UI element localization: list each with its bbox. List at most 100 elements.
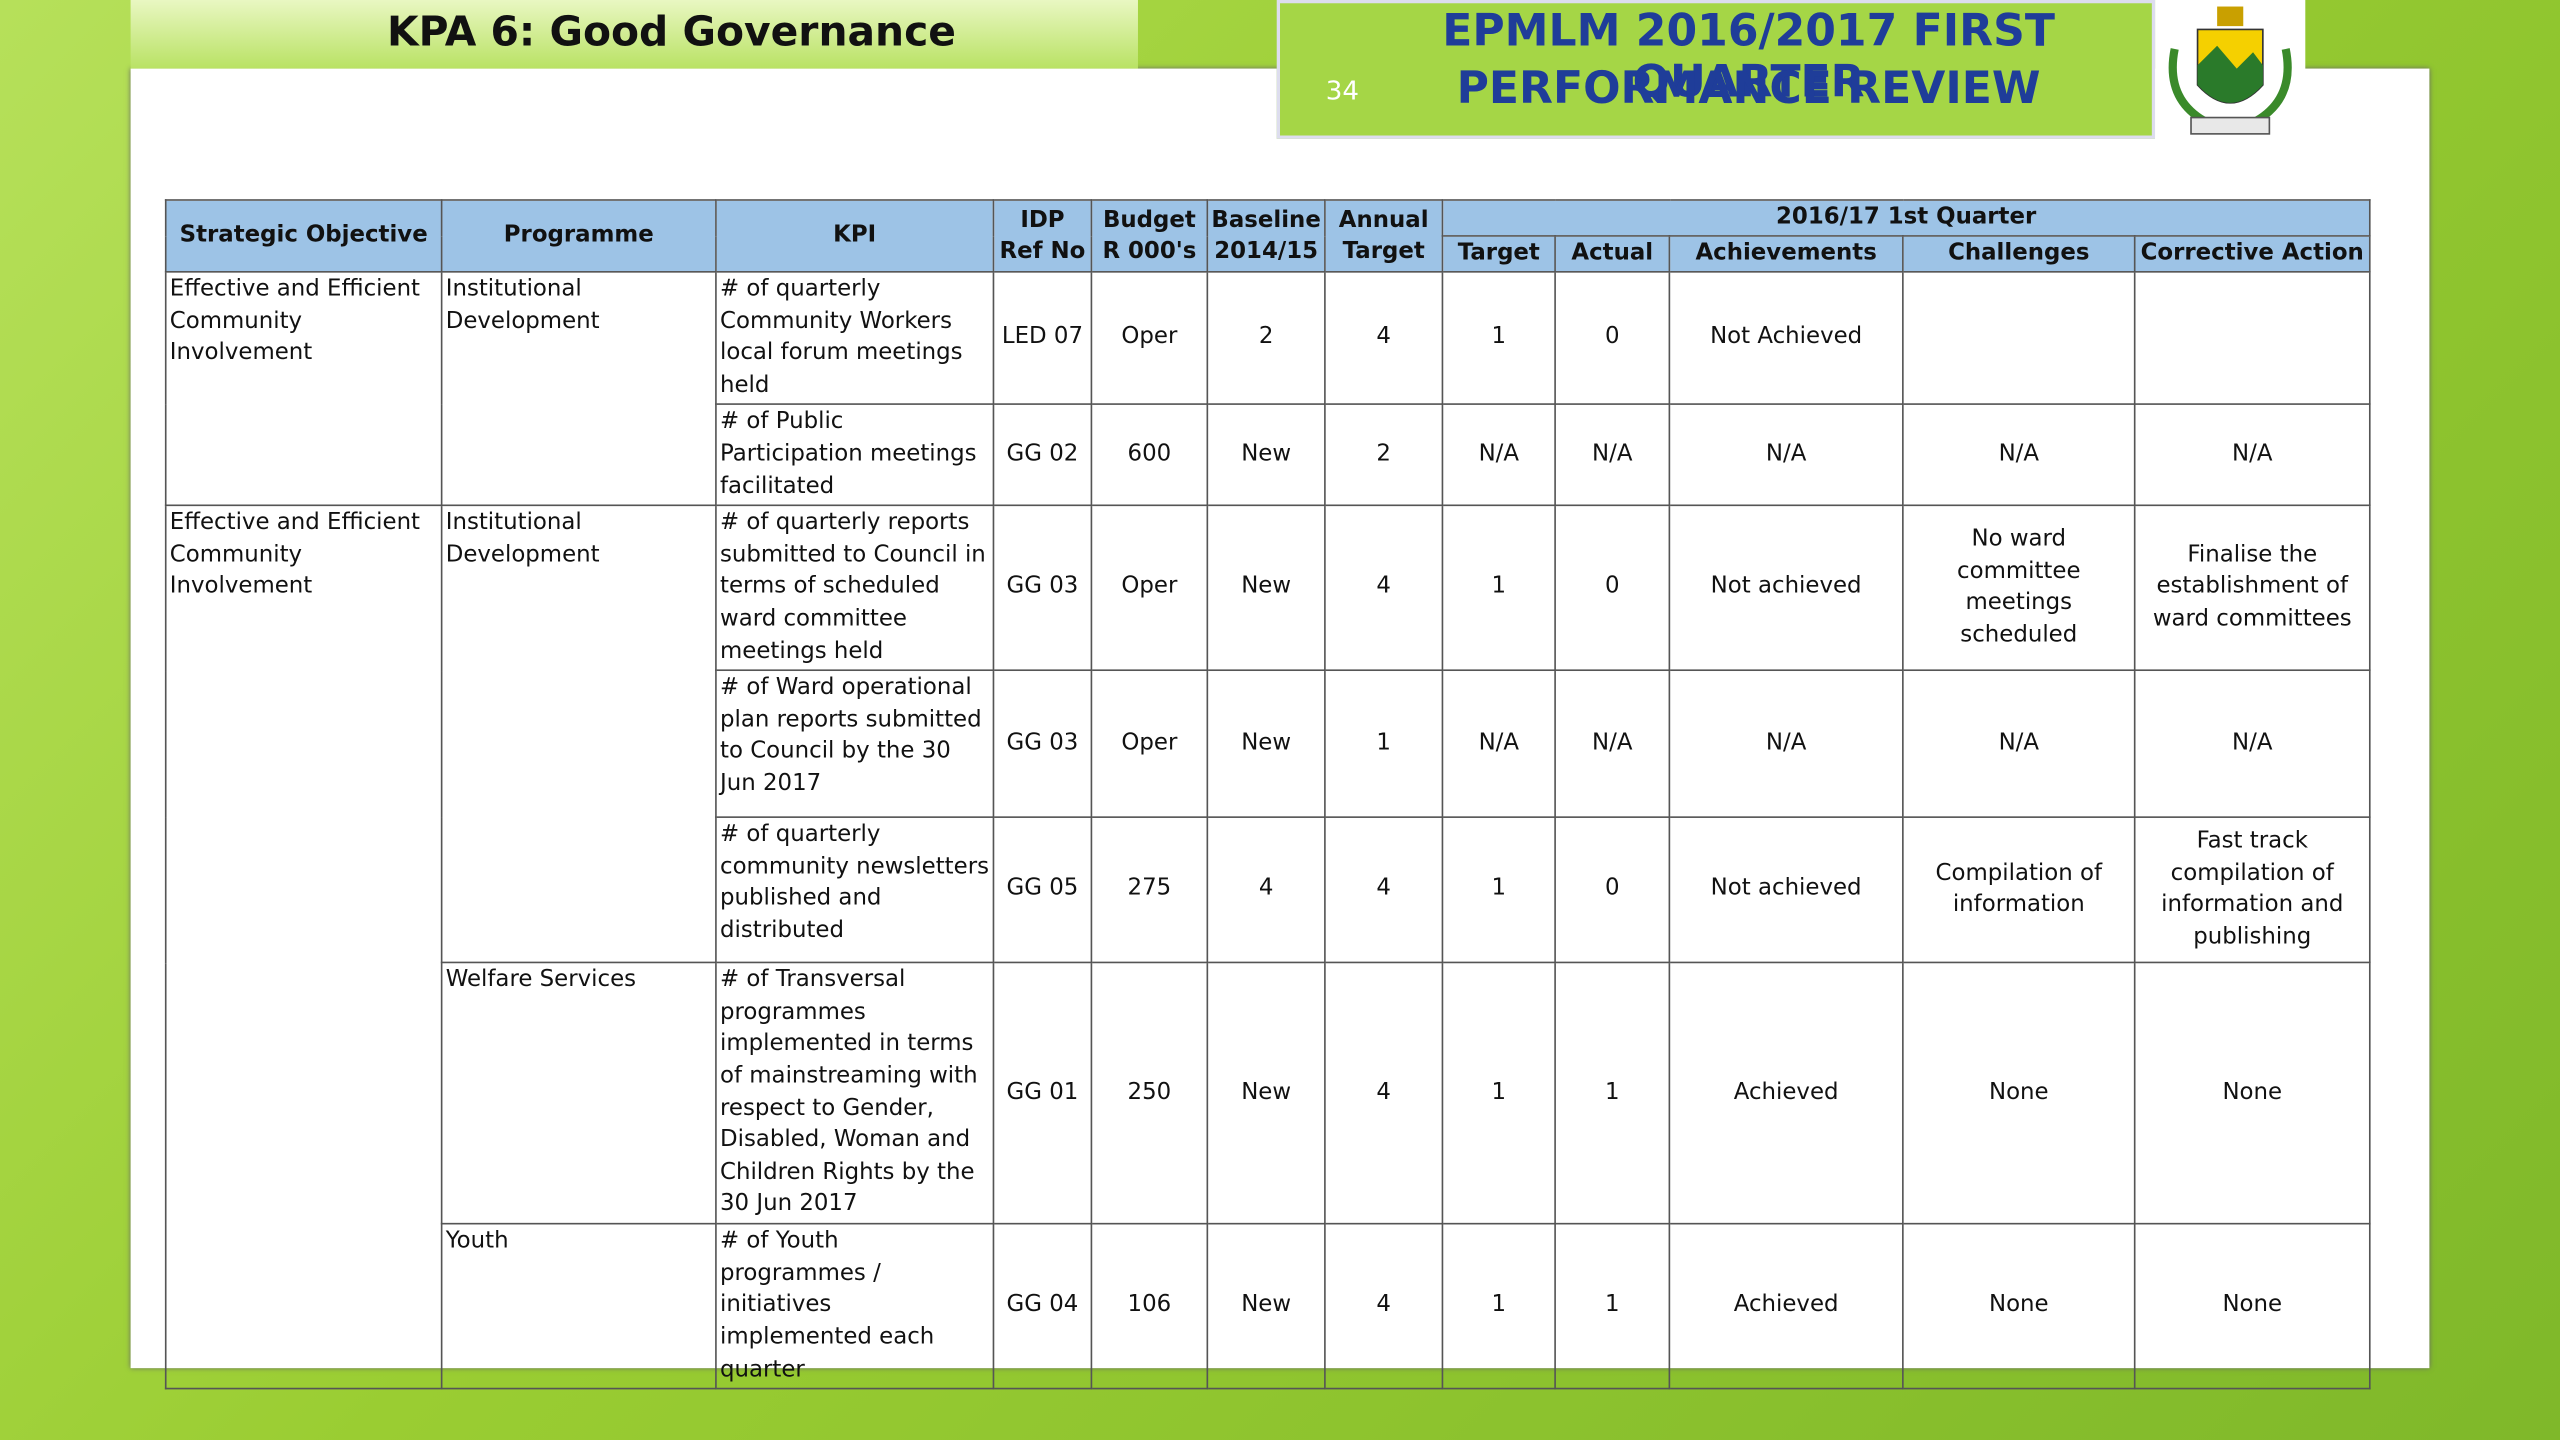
header-row: Strategic Objective Programme KPI IDP Ref N…: [164, 199, 2371, 273]
cell: 1: [1441, 271, 1556, 406]
cell: 1: [1441, 1223, 1556, 1390]
cell: N/A: [1668, 403, 1904, 507]
cell: None: [1902, 961, 2136, 1225]
kpi: # of Public Participation meetings facil…: [715, 403, 995, 507]
strategic-objective: Effective and Efficient Community Involv…: [164, 271, 443, 507]
column-header: Strategic Objective: [164, 199, 443, 273]
table-row: Effective and Efficient Community Involv…: [164, 504, 2371, 1390]
kpi-table: Strategic Objective Programme KPI IDP Ref N…: [164, 199, 2371, 1390]
column-header: Achievements: [1668, 235, 1904, 273]
page-number: 34: [1325, 75, 1359, 107]
cell: Compilation of information: [1902, 816, 2136, 964]
cell: 1: [1441, 816, 1556, 964]
cell: New: [1206, 1223, 1326, 1390]
cell: 1: [1554, 1223, 1671, 1390]
cell: New: [1206, 961, 1326, 1225]
cell: Not achieved: [1668, 816, 1904, 964]
cell: N/A: [1554, 403, 1671, 507]
cell: 275: [1090, 816, 1209, 964]
cell: 2: [1206, 271, 1326, 406]
column-header: Actual: [1554, 235, 1671, 273]
cell: GG 03: [992, 504, 1093, 672]
cell: None: [2133, 1223, 2371, 1390]
column-header: Target: [1441, 235, 1556, 273]
cell: N/A: [1668, 669, 1904, 819]
review-title: EPMLM 2016/2017 FIRST QUARTER: [1442, 6, 2055, 108]
cell: GG 01: [992, 961, 1093, 1225]
table-row: # of Public Participation meetings facil…: [166, 403, 2371, 507]
cell: 4: [1324, 961, 1444, 1225]
cell: GG 02: [992, 403, 1093, 507]
cell: GG 03: [992, 669, 1093, 819]
cell: 0: [1554, 816, 1671, 964]
kpi: # of quarterly community newsletters pub…: [715, 816, 995, 964]
cell: [2133, 271, 2371, 406]
cell: Fast track compilation of information an…: [2133, 816, 2371, 964]
cell: New: [1206, 403, 1326, 507]
table-row: Welfare Services # of Transversal program…: [166, 961, 2371, 1225]
programme: Welfare Services: [440, 961, 717, 1225]
kpa-title: KPA 6: Good Governance: [130, 0, 1138, 69]
column-header: IDP Ref No: [992, 199, 1093, 273]
cell: New: [1206, 669, 1326, 819]
cell: Not achieved: [1668, 504, 1904, 672]
cell: Oper: [1090, 669, 1209, 819]
cell: GG 05: [992, 816, 1093, 964]
cell: 0: [1554, 271, 1671, 406]
column-header: Programme: [440, 199, 717, 273]
programme: Institutional Development: [440, 271, 717, 507]
cell: 4: [1324, 816, 1444, 964]
column-header: KPI: [715, 199, 995, 273]
cell: New: [1206, 504, 1326, 672]
review-title: PERFORMANCE REVIEW: [1456, 63, 2041, 115]
cell: N/A: [2133, 403, 2371, 507]
cell: 0: [1554, 504, 1671, 672]
cell: N/A: [1441, 403, 1556, 507]
programme: Youth: [440, 1223, 717, 1390]
cell: Achieved: [1668, 1223, 1904, 1390]
table-row: Youth # of Youth programmes / initiatives…: [166, 1223, 2371, 1390]
cell: Finalise the establishment of ward commi…: [2133, 504, 2371, 672]
programme: Institutional Development: [440, 504, 717, 964]
cell: Oper: [1090, 271, 1209, 406]
cell: No ward committee meetings scheduled: [1902, 504, 2136, 672]
column-header: Corrective Action: [2133, 235, 2371, 273]
cell: 106: [1090, 1223, 1209, 1390]
motto-band: [2190, 116, 2271, 135]
cell: LED 07: [992, 271, 1093, 406]
cell: GG 04: [992, 1223, 1093, 1390]
shield-mountains: [2197, 45, 2263, 103]
cell: N/A: [1902, 403, 2136, 507]
cell: Oper: [1090, 504, 1209, 672]
cell: N/A: [1441, 669, 1556, 819]
group-header: 2016/17 1st Quarter: [1441, 199, 2371, 237]
cell: None: [1902, 1223, 2136, 1390]
cell: 4: [1206, 816, 1326, 964]
cell: Achieved: [1668, 961, 1904, 1225]
cell: 4: [1324, 504, 1444, 672]
cell: 600: [1090, 403, 1209, 507]
cell: Not Achieved: [1668, 271, 1904, 406]
column-header: Baseline 2014/15: [1206, 199, 1326, 273]
logo: [2155, 0, 2306, 144]
table-row: # of quarterly community newsletters pub…: [166, 816, 2371, 964]
column-header: Budget R 000's: [1090, 199, 1209, 273]
table-row: Effective and Efficient Community Involv…: [164, 271, 2371, 507]
kpi: # of Transversal programmes implemented …: [715, 961, 995, 1225]
cell: 1: [1324, 669, 1444, 819]
cell: None: [2133, 961, 2371, 1225]
cell: 2: [1324, 403, 1444, 507]
wreath: [2168, 48, 2292, 125]
column-header: Challenges: [1902, 235, 2136, 273]
kpi: # of Youth programmes / initiatives impl…: [715, 1223, 995, 1390]
cell: 4: [1324, 1223, 1444, 1390]
strategic-objective: Effective and Efficient Community Involv…: [164, 504, 443, 1390]
cell: 4: [1324, 271, 1444, 406]
cell: 250: [1090, 961, 1209, 1225]
cell: [1902, 271, 2136, 406]
cell: 1: [1554, 961, 1671, 1225]
column-header: Annual Target: [1324, 199, 1444, 273]
cell: N/A: [1902, 669, 2136, 819]
